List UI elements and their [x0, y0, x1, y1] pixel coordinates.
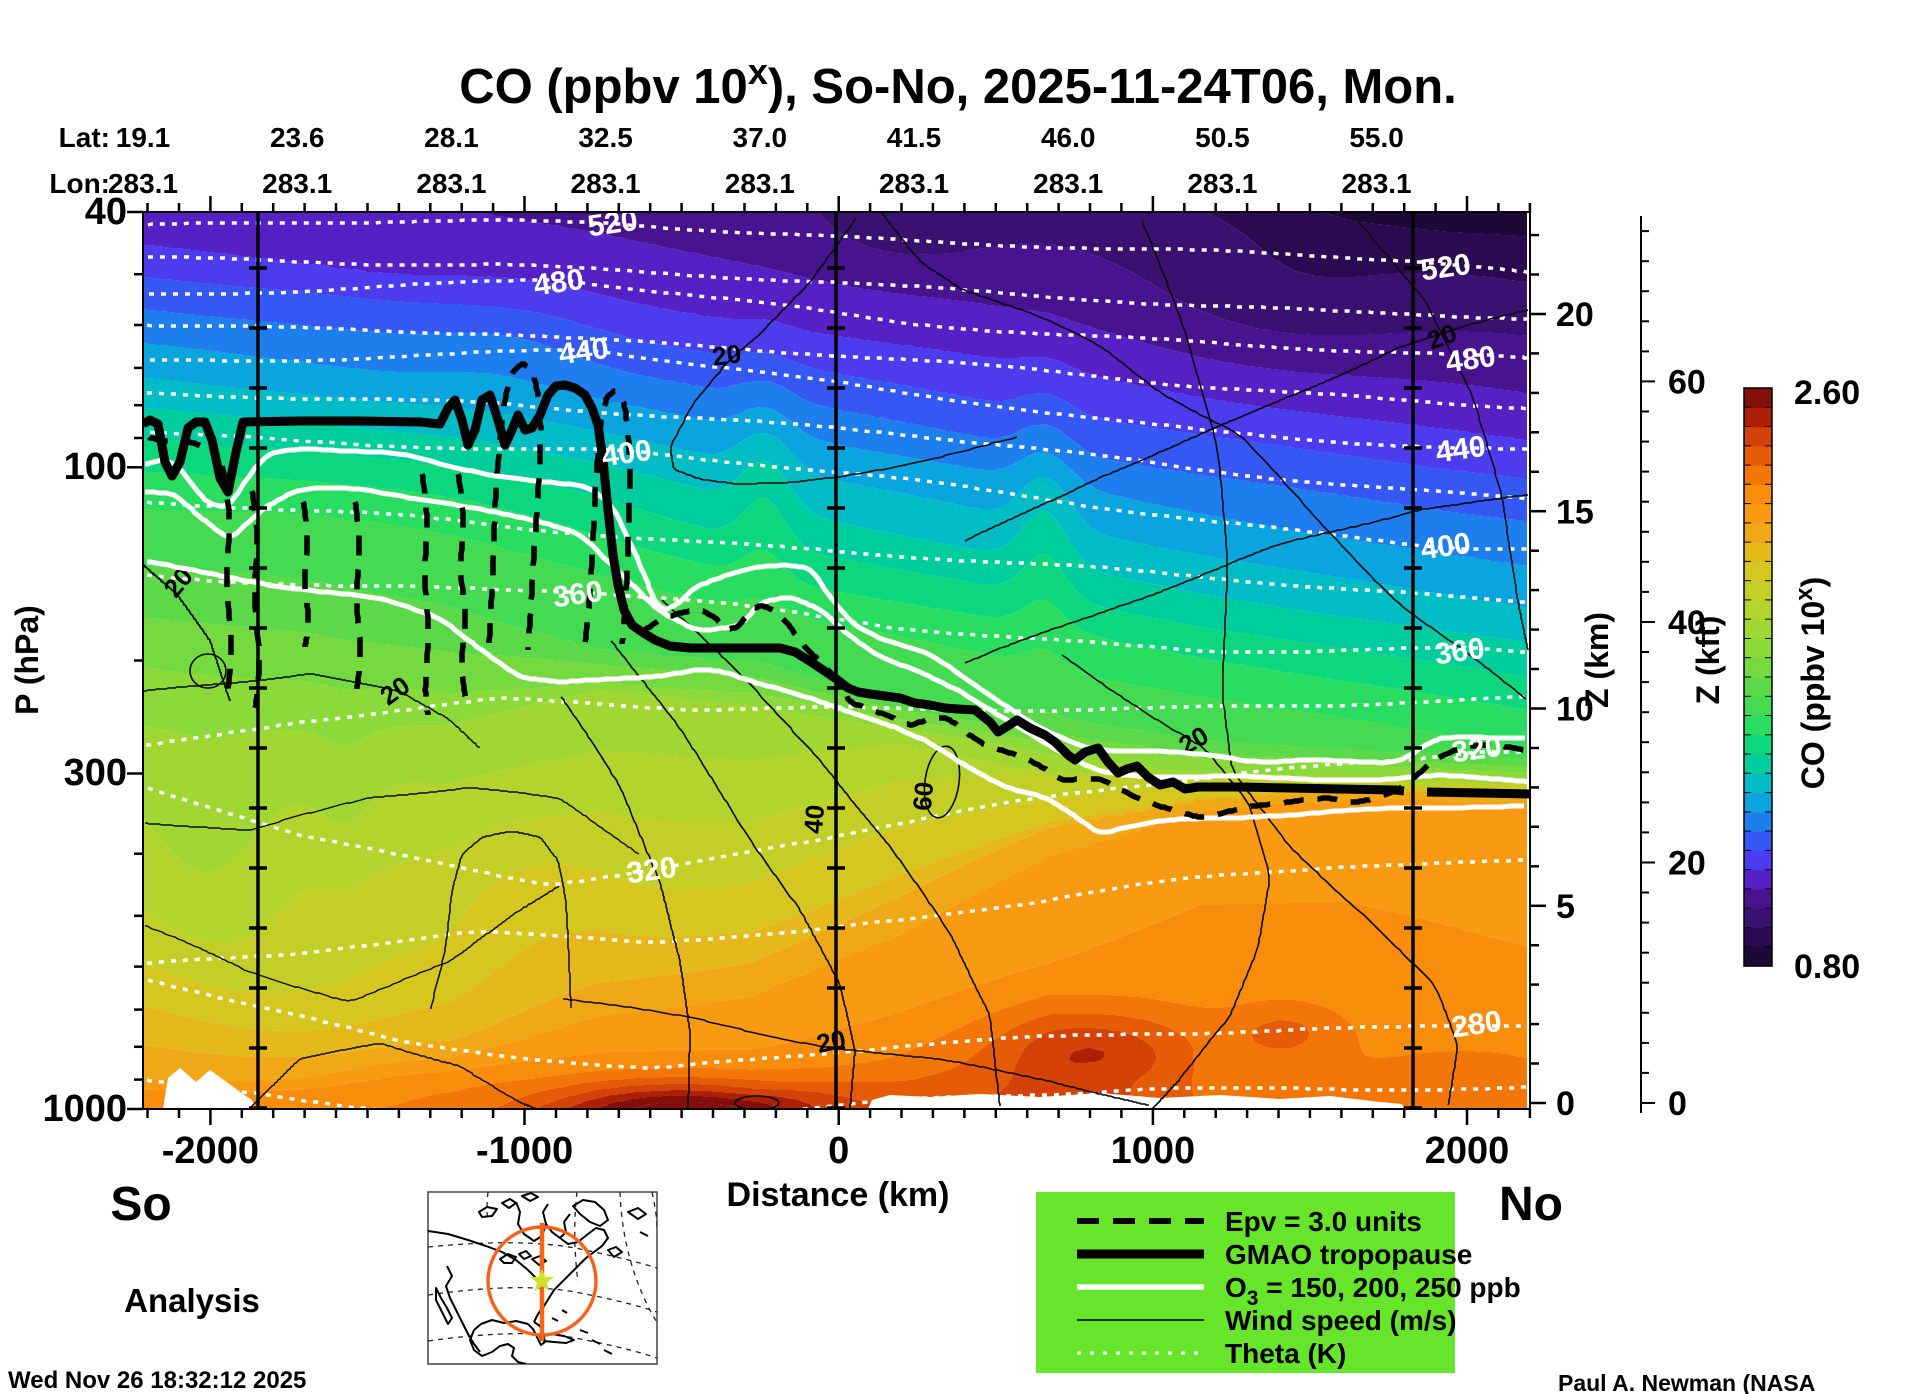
svg-text:Theta (K): Theta (K) [1225, 1338, 1346, 1369]
svg-text:283.1: 283.1 [1342, 168, 1412, 199]
svg-text:0.80: 0.80 [1794, 948, 1860, 986]
svg-text:Paul A. Newman (NASA: Paul A. Newman (NASA [1558, 1370, 1815, 1394]
svg-text:2000: 2000 [1425, 1130, 1510, 1172]
svg-text:20: 20 [710, 338, 743, 372]
svg-text:283.1: 283.1 [416, 168, 486, 199]
svg-text:20: 20 [814, 1024, 849, 1059]
svg-text:300: 300 [64, 752, 127, 794]
svg-text:Wind speed (m/s): Wind speed (m/s) [1225, 1305, 1457, 1336]
svg-text:20: 20 [1556, 296, 1594, 334]
svg-text:283.1: 283.1 [262, 168, 332, 199]
svg-text:283.1: 283.1 [1033, 168, 1103, 199]
svg-text:46.0: 46.0 [1041, 122, 1096, 153]
svg-text:100: 100 [64, 446, 127, 488]
svg-text:-2000: -2000 [162, 1130, 259, 1172]
svg-text:320: 320 [1450, 730, 1504, 770]
svg-text:GMAO tropopause: GMAO tropopause [1225, 1239, 1472, 1270]
svg-text:55.0: 55.0 [1349, 122, 1404, 153]
svg-text:283.1: 283.1 [571, 168, 641, 199]
svg-text:20: 20 [1668, 844, 1706, 882]
svg-text:320: 320 [625, 851, 679, 891]
svg-text:Wed Nov 26 18:32:12 2025: Wed Nov 26 18:32:12 2025 [8, 1367, 306, 1394]
svg-text:Z (km): Z (km) [1579, 612, 1615, 708]
svg-text:CO (ppbv 10x): CO (ppbv 10x) [1791, 577, 1831, 789]
svg-text:283.1: 283.1 [879, 168, 949, 199]
svg-text:32.5: 32.5 [578, 122, 633, 153]
svg-text:283.1: 283.1 [725, 168, 795, 199]
svg-text:360: 360 [551, 575, 605, 615]
svg-text:-1000: -1000 [476, 1130, 573, 1172]
svg-text:283.1: 283.1 [108, 168, 178, 199]
svg-text:440: 440 [1434, 430, 1488, 470]
svg-text:19.1: 19.1 [116, 122, 171, 153]
svg-text:280: 280 [1450, 1005, 1504, 1045]
svg-text:480: 480 [532, 263, 586, 303]
svg-text:1000: 1000 [42, 1088, 127, 1130]
svg-text:0: 0 [1668, 1085, 1687, 1123]
svg-text:40: 40 [798, 804, 830, 835]
svg-text:37.0: 37.0 [733, 122, 788, 153]
svg-text:15: 15 [1556, 493, 1594, 531]
svg-text:1000: 1000 [1111, 1130, 1196, 1172]
svg-text:10: 10 [1556, 691, 1594, 729]
svg-text:Lon:: Lon: [49, 168, 110, 199]
svg-text:440: 440 [557, 332, 611, 372]
svg-text:0: 0 [1556, 1085, 1575, 1123]
svg-text:2.60: 2.60 [1794, 374, 1860, 412]
svg-text:Analysis: Analysis [124, 1282, 260, 1319]
svg-text:480: 480 [1444, 340, 1498, 380]
svg-text:60: 60 [1668, 363, 1706, 401]
svg-text:283.1: 283.1 [1187, 168, 1257, 199]
svg-text:360: 360 [1433, 632, 1487, 672]
svg-text:40: 40 [1668, 604, 1706, 642]
svg-text:23.6: 23.6 [270, 122, 325, 153]
svg-text:5: 5 [1556, 888, 1575, 926]
svg-text:So: So [110, 1178, 171, 1231]
svg-text:Lat:: Lat: [59, 122, 110, 153]
svg-text:CO (ppbv 10x), So-No, 2025-11-: CO (ppbv 10x), So-No, 2025-11-24T06, Mon… [459, 51, 1457, 114]
svg-text:41.5: 41.5 [887, 122, 942, 153]
svg-text:Distance (km): Distance (km) [727, 1176, 950, 1214]
svg-text:400: 400 [1419, 527, 1473, 567]
svg-text:No: No [1499, 1178, 1563, 1231]
svg-text:28.1: 28.1 [424, 122, 479, 153]
svg-text:Z (kft): Z (kft) [1690, 616, 1726, 705]
svg-text:0: 0 [828, 1130, 849, 1172]
svg-text:60: 60 [907, 781, 939, 812]
svg-text:Epv = 3.0 units: Epv = 3.0 units [1225, 1206, 1422, 1237]
svg-text:400: 400 [600, 434, 654, 474]
svg-text:40: 40 [85, 191, 127, 233]
svg-text:520: 520 [1419, 248, 1473, 288]
svg-text:P (hPa): P (hPa) [9, 605, 45, 715]
svg-text:50.5: 50.5 [1195, 122, 1250, 153]
